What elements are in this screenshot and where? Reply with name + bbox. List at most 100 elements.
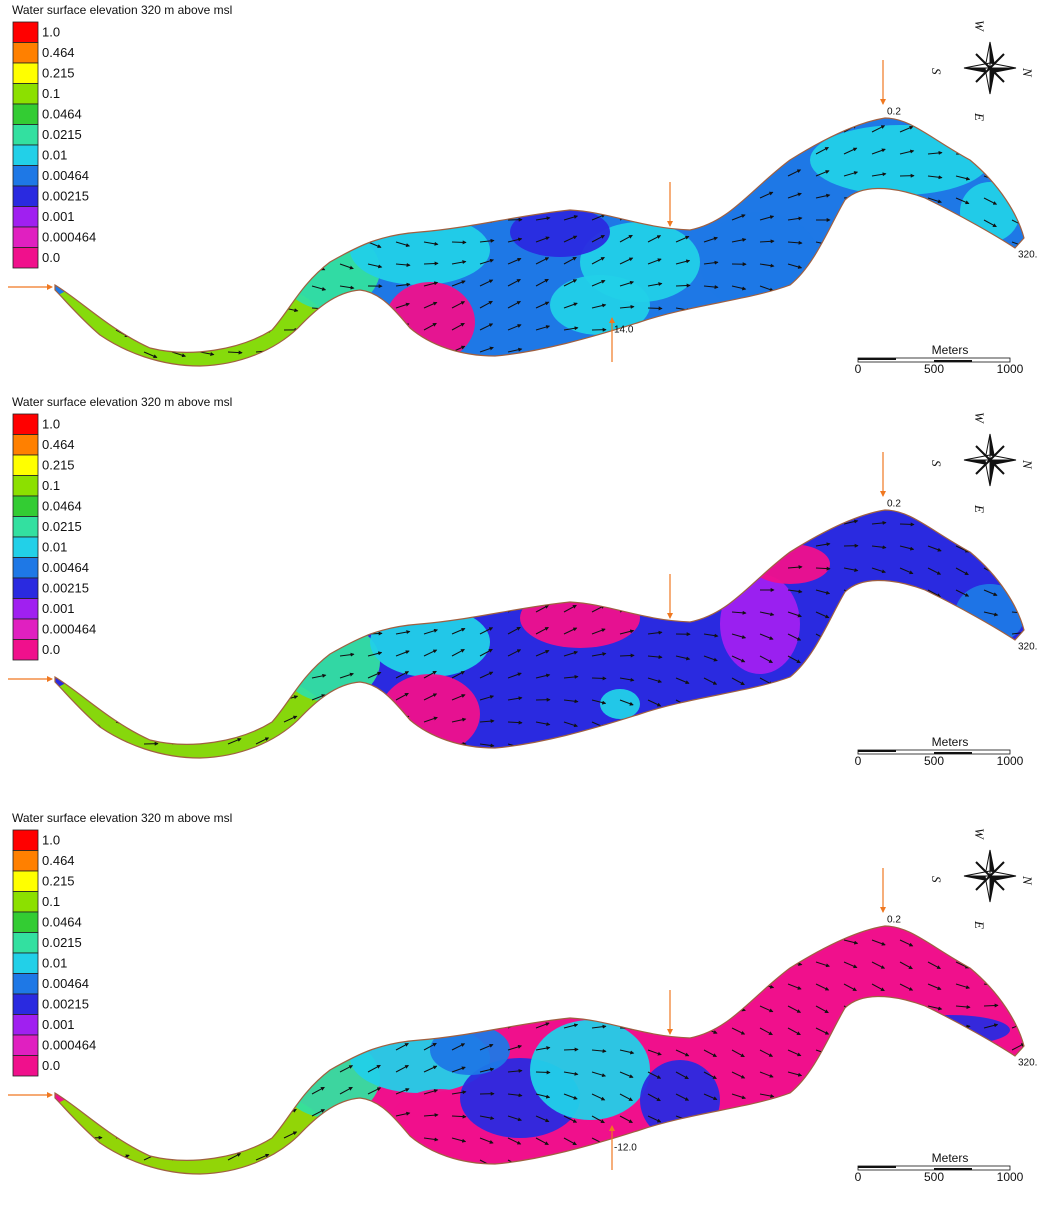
velocity-arrow — [956, 940, 968, 947]
legend-label: 1.0 — [42, 416, 60, 431]
velocity-arrow — [228, 568, 242, 571]
velocity-arrow — [620, 110, 633, 116]
velocity-arrow — [256, 698, 270, 700]
velocity-arrow — [340, 1025, 354, 1028]
velocity-arrow — [200, 940, 214, 942]
velocity-arrow — [592, 583, 604, 590]
velocity-arrow — [592, 195, 606, 198]
legend-label: 0.00215 — [42, 580, 89, 595]
scale-title: Meters — [932, 1151, 969, 1165]
velocity-arrow — [368, 1024, 381, 1028]
velocity-arrow — [480, 918, 494, 921]
velocity-arrow — [200, 590, 213, 594]
velocity-arrow — [956, 105, 969, 110]
velocity-arrow — [172, 170, 185, 176]
velocity-arrow — [396, 918, 408, 924]
velocity-arrow — [424, 982, 438, 984]
velocity-arrow — [760, 495, 772, 502]
velocity-arrow — [984, 962, 997, 967]
velocity-arrow — [256, 150, 269, 154]
velocity-arrow — [256, 940, 269, 945]
legend-label: 0.464 — [42, 45, 75, 60]
velocity-arrow — [480, 546, 494, 550]
velocity-arrow — [284, 500, 298, 502]
velocity-arrow — [284, 918, 297, 923]
legend-label: 0.001 — [42, 601, 75, 616]
velocity-arrow — [564, 154, 577, 158]
velocity-arrow — [844, 104, 856, 110]
velocity-arrow — [732, 961, 746, 962]
velocity-arrow — [144, 518, 157, 524]
velocity-arrow — [872, 498, 885, 502]
map-panel: 0.2320.Water surface elevation 320 m abo… — [0, 392, 1037, 792]
velocity-arrow — [200, 634, 212, 641]
velocity-arrow — [284, 1006, 297, 1010]
velocity-arrow — [256, 499, 270, 502]
velocity-arrow — [256, 242, 269, 248]
velocity-arrow — [1012, 198, 1024, 205]
velocity-arrow — [452, 980, 465, 984]
velocity-arrow — [928, 286, 941, 290]
scale-tick-label: 0 — [855, 1170, 862, 1184]
velocity-arrow — [200, 656, 213, 662]
velocity-arrow — [536, 1072, 550, 1073]
velocity-arrow — [648, 132, 662, 134]
inflow-label: 320. — [1018, 250, 1037, 261]
velocity-arrow — [172, 722, 186, 723]
lake — [0, 0, 1037, 400]
zone — [385, 282, 475, 362]
velocity-arrow — [900, 198, 914, 201]
velocity-arrow — [1012, 940, 1025, 946]
legend-label: 0.1 — [42, 478, 60, 493]
velocity-arrow — [676, 982, 690, 984]
velocity-arrow — [200, 984, 212, 990]
velocity-arrow — [144, 1115, 158, 1116]
velocity-arrow — [816, 700, 830, 703]
velocity-arrow — [88, 960, 102, 962]
velocity-arrow — [200, 264, 213, 270]
zone — [750, 544, 830, 584]
velocity-arrow — [340, 984, 354, 987]
velocity-arrow — [704, 700, 716, 707]
velocity-arrow — [704, 911, 716, 918]
velocity-arrow — [984, 107, 998, 110]
velocity-arrow — [872, 1089, 885, 1094]
velocity-arrow — [732, 912, 745, 918]
velocity-arrow — [172, 286, 185, 292]
velocity-arrow — [284, 349, 298, 352]
velocity-arrow — [284, 546, 297, 550]
legend-label: 0.000464 — [42, 1037, 96, 1052]
velocity-arrow — [200, 1072, 214, 1073]
velocity-arrow — [732, 700, 744, 706]
velocity-arrow — [228, 1110, 241, 1116]
velocity-arrow — [704, 562, 717, 568]
velocity-arrow — [816, 1072, 830, 1074]
legend-label: 0.0215 — [42, 935, 82, 950]
legend-label: 0.01 — [42, 955, 67, 970]
zone — [720, 574, 800, 674]
legend-swatch — [13, 912, 38, 933]
velocity-arrow — [928, 1067, 941, 1072]
velocity-arrow — [536, 936, 549, 940]
velocity-arrow — [480, 154, 492, 161]
velocity-arrow — [424, 568, 437, 572]
velocity-arrow — [508, 198, 522, 201]
velocity-arrow — [284, 1156, 297, 1160]
legend-swatch — [13, 517, 38, 538]
velocity-arrow — [172, 700, 186, 704]
velocity-arrow — [144, 264, 158, 267]
velocity-arrow — [368, 918, 380, 925]
legend-label: 0.464 — [42, 853, 75, 868]
legend-label: 0.0 — [42, 642, 60, 657]
velocity-arrow — [172, 194, 185, 198]
velocity-arrow — [928, 1109, 940, 1116]
velocity-arrow — [340, 546, 353, 552]
legend-swatch — [13, 496, 38, 517]
velocity-arrow — [396, 568, 409, 574]
velocity-arrow — [676, 1159, 690, 1160]
velocity-arrow — [928, 1132, 941, 1138]
velocity-arrow — [60, 744, 73, 749]
velocity-arrow — [648, 912, 660, 918]
velocity-arrow — [172, 656, 184, 663]
velocity-arrow — [984, 325, 997, 330]
